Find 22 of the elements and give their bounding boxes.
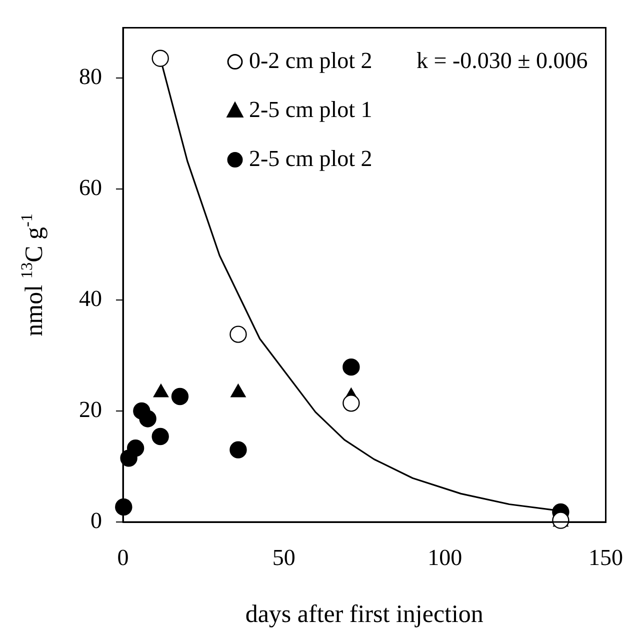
y-axis-title: nmol 13C g-1 — [18, 213, 48, 336]
point — [230, 441, 247, 458]
x-tick-label: 50 — [272, 544, 296, 570]
legend-label: 2-5 cm plot 1 — [249, 96, 372, 122]
point — [139, 410, 156, 428]
legend-label: 0-2 cm plot 2 — [249, 48, 372, 73]
legend-label: 2-5 cm plot 2 — [249, 146, 372, 171]
y-tick-label: 40 — [79, 286, 102, 311]
y-tick-label: 60 — [79, 174, 102, 200]
point — [342, 358, 360, 376]
point — [126, 440, 144, 457]
y-tick-label: 0 — [90, 508, 102, 534]
x-tick-label: 150 — [588, 544, 623, 570]
y-tick-label: 80 — [79, 64, 102, 89]
point — [171, 388, 189, 406]
annotation: k = -0.030 ± 0.006 — [416, 48, 588, 73]
point — [342, 394, 360, 412]
y-tick-label: 20 — [79, 396, 102, 422]
x-axis-title: days after first injection — [245, 601, 484, 628]
point — [152, 428, 169, 446]
x-tick-label: 100 — [428, 544, 462, 570]
x-tick-label: 0 — [117, 544, 129, 570]
